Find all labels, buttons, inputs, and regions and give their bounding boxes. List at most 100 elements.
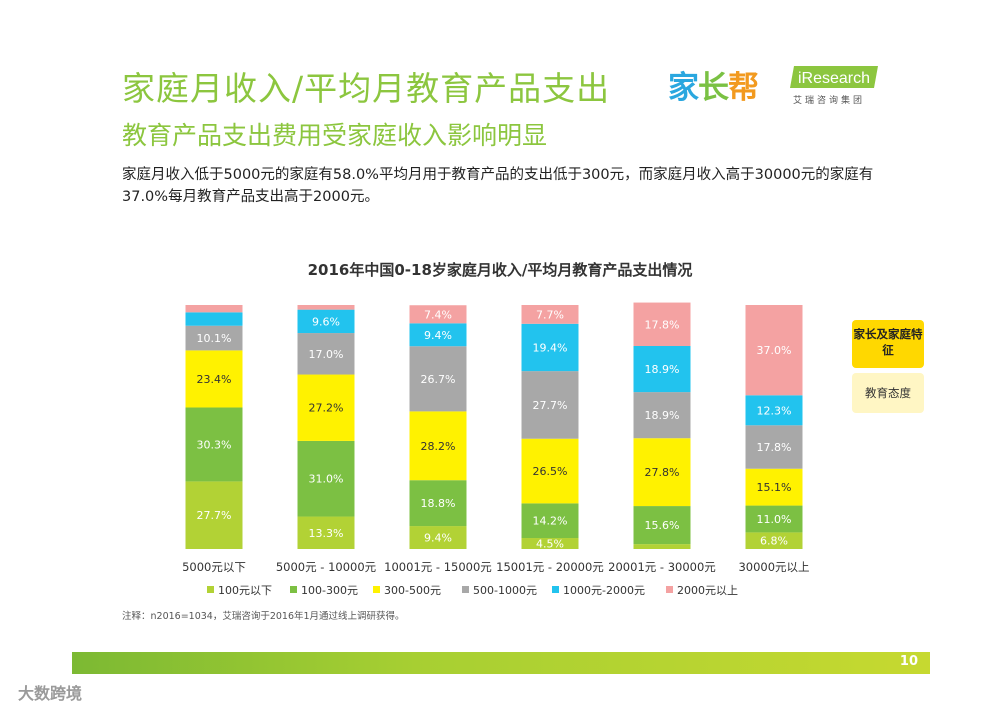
bar-segment [633, 392, 691, 439]
category-label: 10001元 - 15000元 [384, 560, 492, 574]
data-label: 37.0% [757, 344, 792, 357]
bar-segment [297, 516, 355, 549]
bar-segment [745, 305, 803, 396]
data-label: 7.7% [536, 308, 564, 321]
bar-segment [745, 532, 803, 549]
legend-swatch [666, 586, 673, 593]
bar-segment [409, 323, 467, 347]
bar-segment [297, 440, 355, 517]
data-label: 17.0% [309, 348, 344, 361]
bar-segment [297, 305, 355, 310]
data-label: 15.6% [645, 519, 680, 532]
bar-segment [409, 480, 467, 527]
data-label: 28.2% [421, 440, 456, 453]
data-label: 17.8% [757, 441, 792, 454]
page-number: 10 [899, 654, 918, 669]
bar-segment [633, 345, 691, 393]
data-label: 27.8% [645, 466, 680, 479]
bar-segment [745, 468, 803, 506]
bar-segment [185, 312, 243, 326]
data-label: 7.4% [424, 308, 452, 321]
data-label: 11.0% [757, 513, 792, 526]
bar-segment [633, 506, 691, 545]
data-label: 10.1% [197, 332, 232, 345]
data-label: 27.7% [197, 509, 232, 522]
page-subtitle: 教育产品支出费用受家庭收入影响明显 [122, 121, 548, 150]
category-label: 20001元 - 30000元 [608, 560, 716, 574]
bar-segment [185, 350, 243, 408]
data-label: 18.8% [421, 497, 456, 510]
legend-swatch [462, 586, 469, 593]
legend-label: 100元以下 [218, 584, 272, 597]
iresearch-subtitle: 艾瑞咨询集团 [793, 96, 866, 106]
category-label: 30000元以上 [738, 560, 809, 574]
bar-segment [521, 371, 579, 439]
data-label: 12.3% [757, 404, 792, 417]
data-label: 18.9% [645, 363, 680, 376]
legend-label: 1000元-2000元 [563, 584, 645, 597]
jiazhangbang-logo: 家长帮 [668, 62, 759, 107]
data-label: 27.7% [533, 399, 568, 412]
bar-segment [297, 309, 355, 334]
iresearch-logo: iResearch [790, 66, 878, 88]
side-label-education-attitude: 教育态度 [852, 373, 924, 413]
data-label: 6.8% [760, 535, 788, 548]
data-label: 30.3% [197, 438, 232, 451]
bar-segment [409, 346, 467, 412]
bar-segment [521, 438, 579, 504]
bar-segment [409, 526, 467, 549]
bar-segment [633, 544, 691, 549]
iresearch-text: iResearch [798, 70, 870, 87]
bar-segment [521, 503, 579, 539]
bar-segment [745, 425, 803, 469]
logo-char-2: 长 [698, 70, 729, 106]
logo-char-3: 帮 [728, 70, 759, 106]
page-title: 家庭月收入/平均月教育产品支出 [122, 69, 611, 108]
bar-segment [185, 407, 243, 482]
bar-segment [297, 374, 355, 441]
category-label: 5000元 - 10000元 [276, 560, 377, 574]
legend-swatch [290, 586, 297, 593]
category-label: 5000元以下 [182, 560, 246, 574]
data-label: 19.4% [533, 341, 568, 354]
data-label: 26.5% [533, 465, 568, 478]
bar-segment [297, 333, 355, 375]
data-label: 26.7% [421, 373, 456, 386]
chart-title: 2016年中国0-18岁家庭月收入/平均月教育产品支出情况 [307, 261, 693, 279]
chart-note: 注释：n2016=1034，艾瑞咨询于2016年1月通过线上调研获得。 [122, 611, 405, 622]
logo-char-1: 家 [668, 70, 699, 106]
legend-label: 2000元以上 [677, 584, 738, 597]
side-label-family-traits: 家长及家庭特征 [852, 320, 924, 368]
page-description: 家庭月收入低于5000元的家庭有58.0%平均月用于教育产品的支出低于300元，… [122, 167, 874, 205]
bar-segment [745, 395, 803, 426]
bar-segment [409, 305, 467, 324]
data-label: 23.4% [197, 373, 232, 386]
data-label: 9.4% [424, 532, 452, 545]
bar-segment [633, 438, 691, 507]
watermark: 大数跨境 [18, 684, 83, 703]
data-label: 9.6% [312, 315, 340, 328]
bar-segment [521, 305, 579, 324]
category-label: 15001元 - 20000元 [496, 560, 604, 574]
legend-swatch [373, 586, 380, 593]
data-label: 14.2% [533, 515, 568, 528]
data-label: 13.3% [309, 527, 344, 540]
data-label: 27.2% [309, 402, 344, 415]
bar-segment [633, 302, 691, 346]
legend-swatch [552, 586, 559, 593]
data-label: 17.8% [645, 318, 680, 331]
bar-segment [409, 411, 467, 481]
legend-label: 100-300元 [301, 584, 358, 597]
bar-segment [185, 305, 243, 313]
legend-label: 300-500元 [384, 584, 441, 597]
footer-bar: 10 [72, 652, 930, 674]
bar-segment [745, 505, 803, 533]
data-label: 31.0% [309, 473, 344, 486]
bar-segment [185, 481, 243, 549]
legend-label: 500-1000元 [473, 584, 537, 597]
data-label: 4.5% [536, 538, 564, 551]
bar-segment [521, 323, 579, 372]
data-label: 15.1% [757, 481, 792, 494]
bar-segment [185, 325, 243, 351]
